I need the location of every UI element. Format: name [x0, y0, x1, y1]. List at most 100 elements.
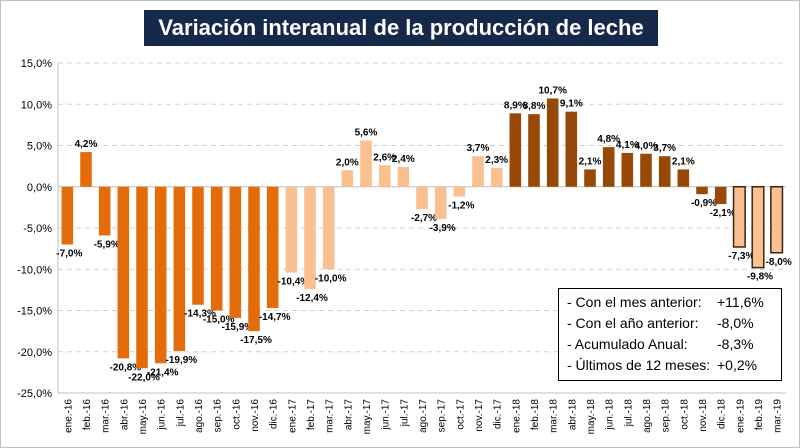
- bar: [322, 186, 335, 270]
- summary-row: - Acumulado Anual: -8,3%: [567, 334, 781, 355]
- data-label: -21,4%: [147, 367, 179, 378]
- data-label: -15,0%: [203, 315, 235, 326]
- data-label: 3,7%: [467, 143, 490, 154]
- bar: [528, 114, 540, 187]
- x-tick-label: jun.-17: [381, 399, 392, 431]
- data-label: 2,4%: [392, 154, 415, 165]
- y-tick-label: 0,0%: [27, 182, 52, 194]
- x-tick-label: feb.-16: [82, 399, 93, 431]
- x-tick-label: mar.-16: [101, 399, 112, 433]
- data-label: 4,2%: [75, 139, 98, 150]
- bar: [341, 170, 354, 187]
- x-tick-label: may.-16: [138, 399, 149, 435]
- summary-row: - Últimos de 12 meses: +0,2%: [567, 355, 781, 376]
- data-label: -2,1%: [710, 208, 736, 219]
- bar: [565, 111, 578, 187]
- data-label: -7,0%: [56, 249, 82, 260]
- bar: [173, 186, 186, 351]
- bar: [658, 156, 671, 187]
- bar: [732, 186, 746, 248]
- x-tick-label: jun.-16: [157, 399, 168, 431]
- x-tick-label: oct.-18: [679, 399, 690, 430]
- x-tick-label: oct.-16: [231, 399, 242, 430]
- x-tick-label: mar.-17: [325, 399, 336, 433]
- x-tick-label: feb.-18: [530, 399, 541, 431]
- summary-label: - Acumulado Anual:: [567, 336, 688, 352]
- data-label: 2,1%: [579, 156, 602, 167]
- bar: [453, 186, 466, 197]
- y-tick-label: -5,0%: [23, 223, 52, 235]
- data-label: -22,0%: [128, 372, 160, 383]
- data-label: -10,4%: [277, 277, 309, 288]
- data-label: 5,6%: [355, 128, 378, 139]
- data-label: 2,3%: [485, 155, 508, 166]
- x-tick-label: mar.-19: [773, 399, 784, 433]
- x-tick-label: nov.-16: [250, 399, 261, 432]
- bar: [98, 186, 111, 236]
- x-tick-label: dic.-17: [493, 399, 504, 429]
- bar: [266, 186, 279, 309]
- data-label: 4,1%: [616, 140, 639, 151]
- summary-label: - Con el año anterior:: [567, 315, 699, 331]
- bar: [584, 169, 596, 187]
- data-label: 4,0%: [635, 141, 658, 152]
- y-tick-label: 10,0%: [21, 99, 52, 111]
- x-tick-label: ago.-17: [418, 399, 429, 433]
- bar: [136, 186, 148, 369]
- data-label: 9,1%: [560, 99, 583, 110]
- bar: [640, 153, 652, 187]
- data-label: -14,3%: [184, 309, 216, 320]
- data-label: -10,0%: [315, 273, 347, 284]
- x-tick-label: nov.-17: [474, 399, 485, 432]
- bar: [602, 147, 615, 187]
- x-tick-label: feb.-19: [754, 399, 765, 431]
- bar: [248, 186, 260, 332]
- x-tick-label: abr.-18: [567, 399, 578, 431]
- data-label: -15,9%: [221, 322, 253, 333]
- x-tick-label: abr.-17: [343, 399, 354, 431]
- data-label: 8,9%: [504, 100, 527, 111]
- chart-title: Variación interanual de la producción de…: [144, 10, 658, 46]
- x-tick-label: sep.-18: [661, 399, 672, 433]
- summary-value: -8,3%: [717, 336, 754, 352]
- summary-value: +0,2%: [717, 357, 758, 373]
- bar: [80, 152, 92, 187]
- x-tick-label: ago.-18: [642, 399, 653, 433]
- bar: [434, 186, 447, 219]
- bar: [397, 166, 410, 187]
- summary-box: - Con el mes anterior: +11,6% - Con el añ…: [558, 288, 782, 381]
- x-tick-label: sep.-17: [437, 399, 448, 433]
- data-label: -14,7%: [259, 312, 291, 323]
- data-label: -9,8%: [747, 272, 773, 283]
- bar: [154, 186, 167, 364]
- bar: [509, 113, 522, 187]
- data-label: -1,2%: [448, 201, 474, 212]
- data-label: -7,3%: [728, 251, 754, 262]
- bar: [677, 169, 690, 187]
- data-label: -2,7%: [411, 213, 437, 224]
- x-tick-label: ene.-19: [735, 399, 746, 433]
- bar: [378, 165, 391, 187]
- data-label: -5,9%: [94, 239, 120, 250]
- data-label: -0,9%: [691, 198, 717, 209]
- data-label: 4,8%: [597, 134, 620, 145]
- bar: [229, 186, 242, 318]
- x-tick-label: oct.-17: [455, 399, 466, 430]
- x-tick-label: jul.-17: [399, 399, 410, 428]
- x-tick-label: feb.-17: [306, 399, 317, 431]
- data-label: 2,0%: [336, 157, 359, 168]
- data-label: 3,7%: [653, 143, 676, 154]
- summary-label: - Con el mes anterior:: [567, 294, 702, 310]
- x-tick-label: nov.-18: [698, 399, 709, 432]
- bar: [210, 186, 223, 311]
- bar: [304, 186, 316, 290]
- summary-row: - Con el mes anterior: +11,6%: [567, 292, 781, 313]
- y-tick-label: 15,0%: [21, 58, 52, 70]
- bar: [416, 186, 428, 210]
- bar: [360, 140, 372, 187]
- x-tick-label: ene.-16: [63, 399, 74, 433]
- bar: [117, 186, 130, 359]
- bar: [621, 152, 634, 187]
- data-label: -20,8%: [109, 362, 141, 373]
